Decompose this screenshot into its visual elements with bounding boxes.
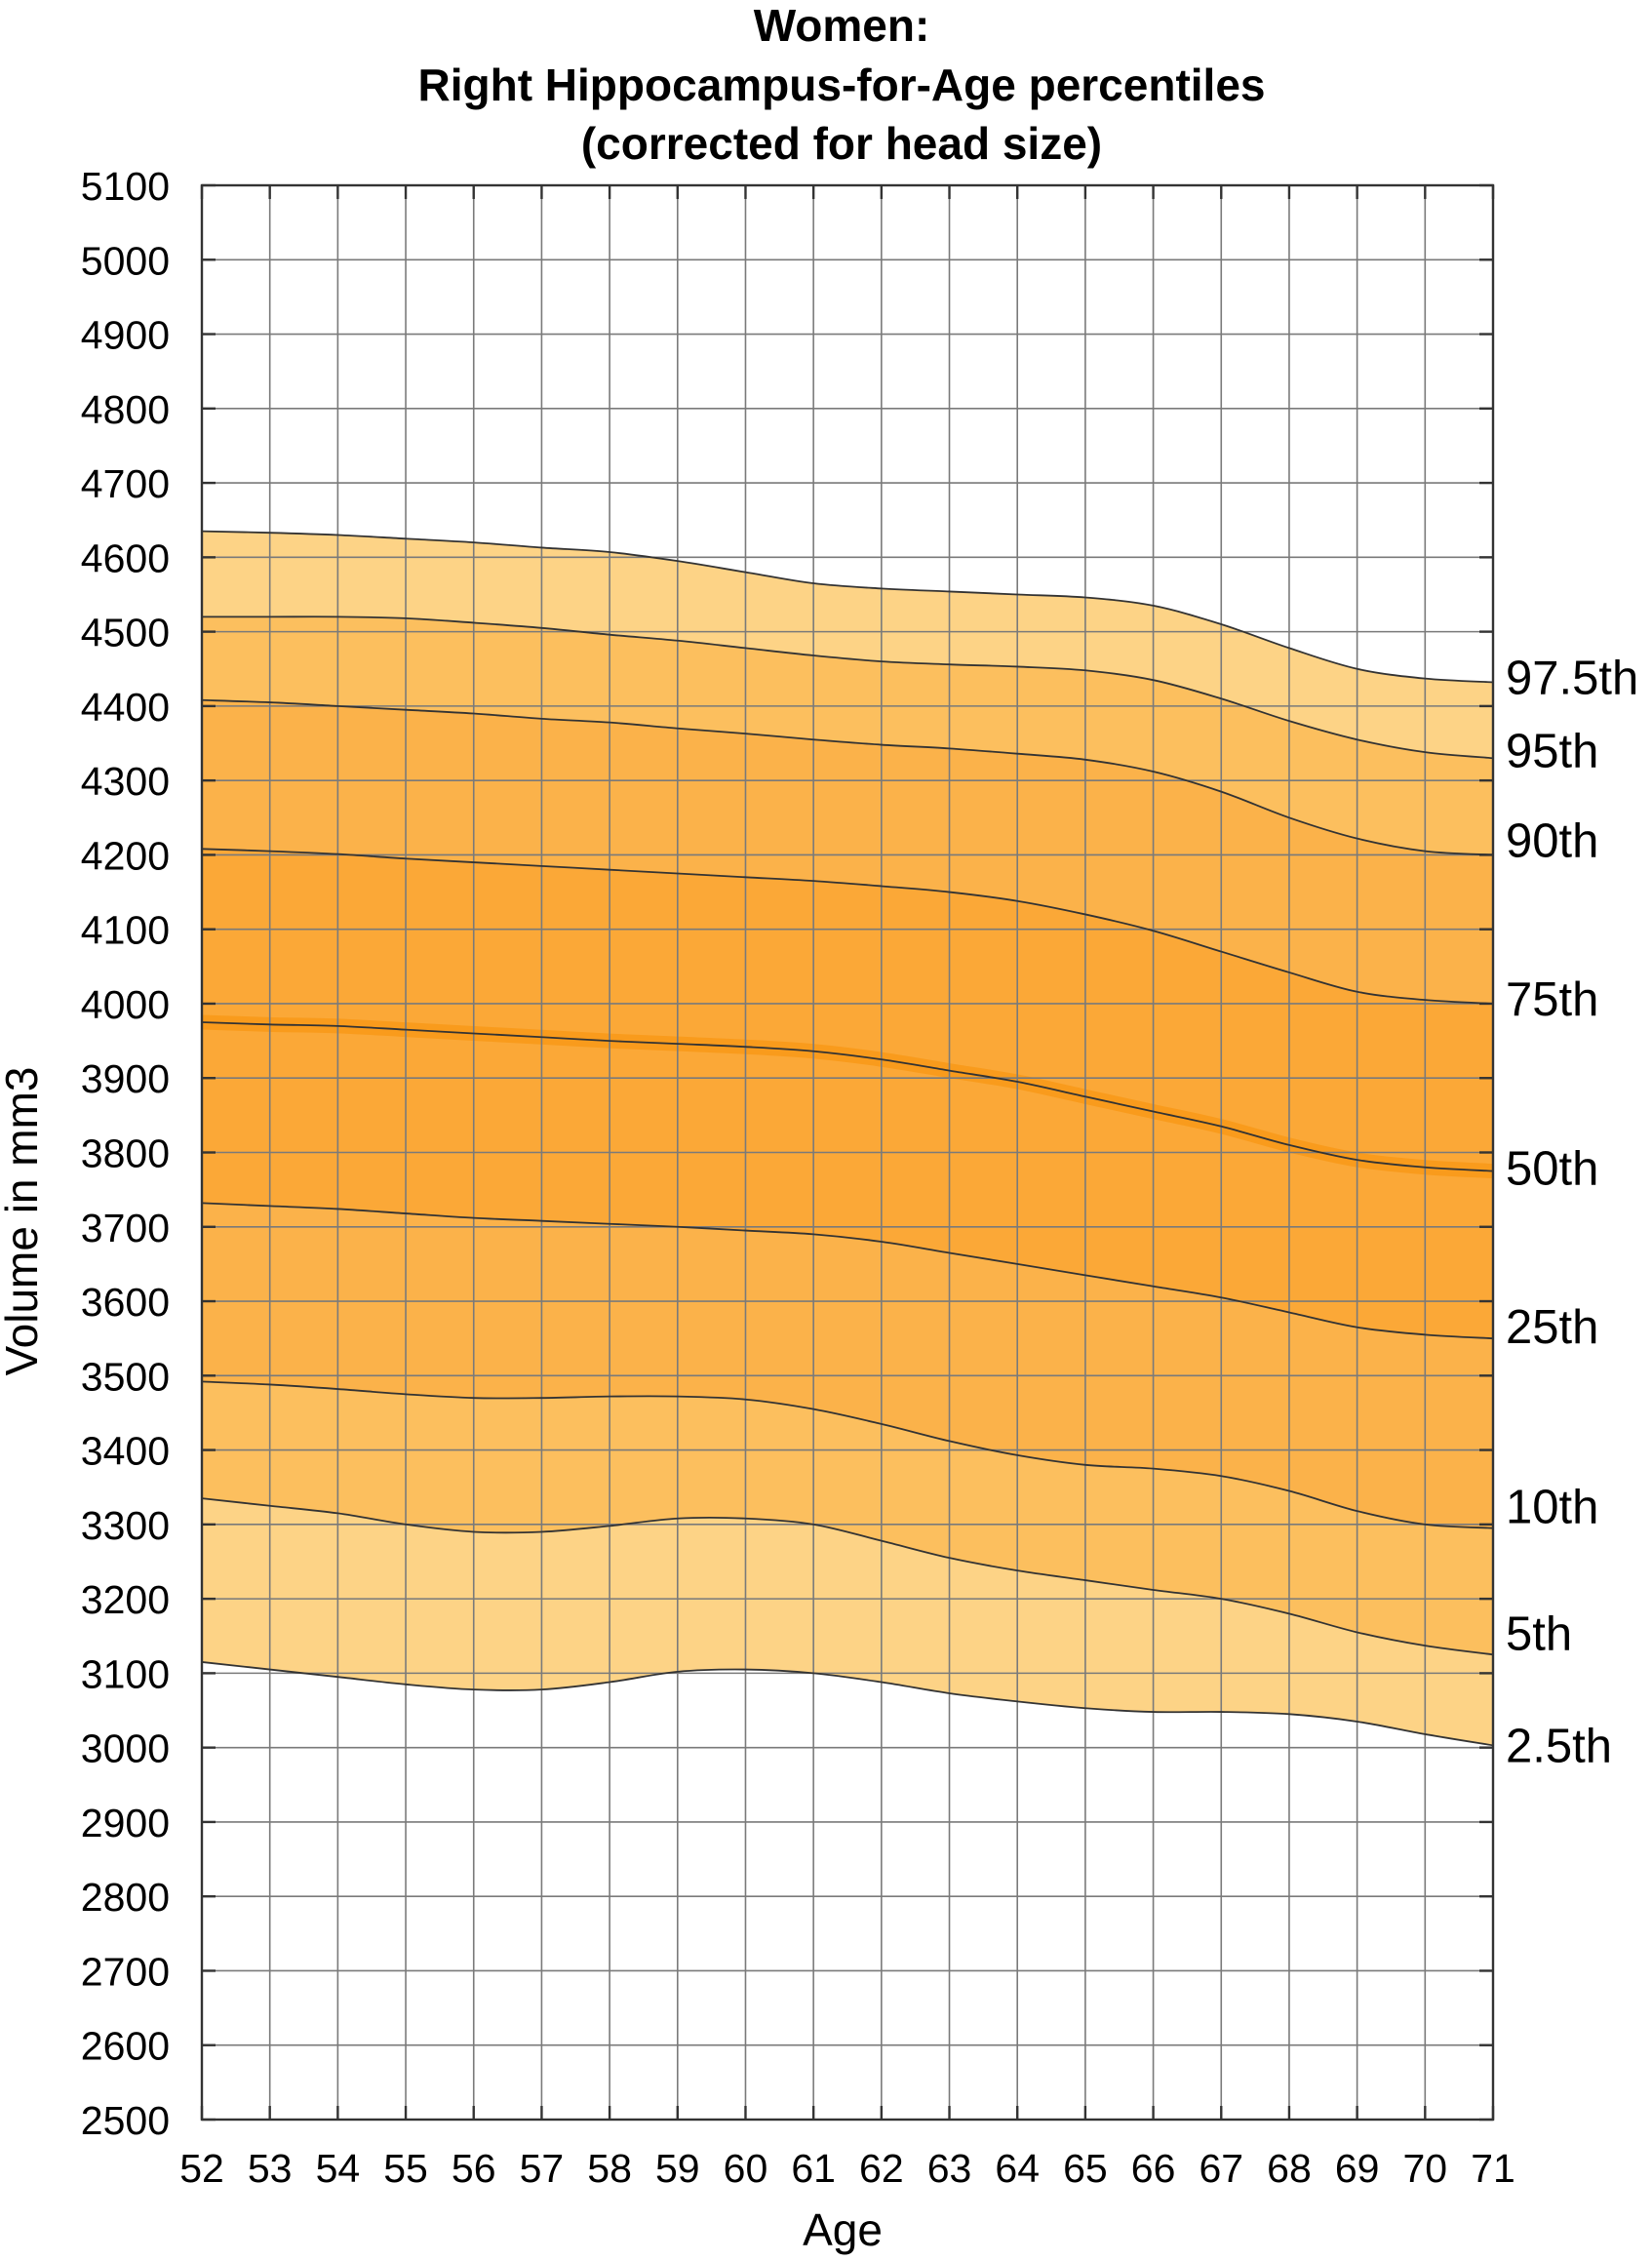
x-tick-label-71: 71 [1471, 2146, 1515, 2191]
y-tick-label-4000: 4000 [81, 982, 170, 1027]
x-tick-label-65: 65 [1063, 2146, 1108, 2191]
chart-title: Women: Right Hippocampus-for-Age percent… [418, 0, 1266, 169]
chart-title-line-1: Women: [754, 0, 930, 51]
y-tick-label-3800: 3800 [81, 1131, 170, 1176]
y-tick-label-2900: 2900 [81, 1801, 170, 1845]
x-tick-label-62: 62 [859, 2146, 904, 2191]
y-tick-label-4900: 4900 [81, 313, 170, 358]
percentile-label-95th: 95th [1506, 725, 1598, 777]
percentile-lines [201, 530, 1494, 1747]
chart-title-line-2: Right Hippocampus-for-Age percentiles [418, 60, 1266, 110]
x-tick-label-52: 52 [179, 2146, 224, 2191]
grid-lines [201, 184, 1494, 2121]
line-5th [201, 1497, 1494, 1656]
y-tick-label-3300: 3300 [81, 1503, 170, 1548]
line-2-5th [201, 1661, 1494, 1747]
y-tick-label-4300: 4300 [81, 759, 170, 804]
percentile-label-97-5th: 97.5th [1506, 652, 1638, 704]
x-tick-label-64: 64 [995, 2146, 1040, 2191]
y-tick-label-3100: 3100 [81, 1651, 170, 1696]
x-tick-label-59: 59 [655, 2146, 700, 2191]
percentile-label-5th: 5th [1506, 1607, 1572, 1660]
chart-title-line-3: (corrected for head size) [581, 118, 1102, 169]
x-tick-label-68: 68 [1267, 2146, 1312, 2191]
line-90th [201, 698, 1494, 856]
x-tick-label-67: 67 [1199, 2146, 1243, 2191]
line-97-5th [201, 530, 1494, 684]
y-tick-label-2500: 2500 [81, 2098, 170, 2143]
line-25th [201, 1202, 1494, 1340]
y-axis-tick-labels: 2500 2600 2700 2800 2900 3000 3100 3200 3300 3400… [81, 164, 170, 2143]
x-tick-label-55: 55 [383, 2146, 428, 2191]
line-50th [201, 1021, 1494, 1172]
y-tick-label-4500: 4500 [81, 611, 170, 655]
y-tick-label-4800: 4800 [81, 387, 170, 432]
percentile-label-25th: 25th [1506, 1301, 1598, 1354]
y-tick-label-3900: 3900 [81, 1056, 170, 1101]
axis-ticks [200, 183, 1495, 2122]
x-tick-label-70: 70 [1403, 2146, 1448, 2191]
x-tick-label-60: 60 [724, 2146, 768, 2191]
band-10th-to-25th [202, 1203, 1493, 1528]
y-tick-label-3700: 3700 [81, 1206, 170, 1250]
y-tick-label-4200: 4200 [81, 833, 170, 878]
y-tick-label-4100: 4100 [81, 908, 170, 953]
percentile-bands [201, 531, 1494, 1746]
y-tick-label-3400: 3400 [81, 1429, 170, 1474]
x-tick-label-61: 61 [791, 2146, 836, 2191]
percentile-label-10th: 10th [1506, 1482, 1598, 1534]
line-95th [201, 615, 1494, 760]
y-tick-label-2800: 2800 [81, 1875, 170, 1920]
band-95th-to-97-5th [202, 531, 1493, 759]
y-tick-label-3000: 3000 [81, 1726, 170, 1771]
x-tick-label-56: 56 [452, 2146, 496, 2191]
x-tick-label-58: 58 [587, 2146, 632, 2191]
x-tick-label-69: 69 [1335, 2146, 1380, 2191]
y-tick-label-2700: 2700 [81, 1949, 170, 1994]
x-tick-label-63: 63 [927, 2146, 972, 2191]
x-axis-title: Age [803, 2204, 883, 2255]
x-tick-label-66: 66 [1131, 2146, 1176, 2191]
percentile-label-75th: 75th [1506, 973, 1598, 1026]
band-25th-to-50th [202, 1022, 1493, 1339]
line-10th [201, 1380, 1494, 1529]
y-tick-label-5000: 5000 [81, 238, 170, 283]
percentile-label-50th: 50th [1506, 1143, 1598, 1196]
percentile-label-90th: 90th [1506, 814, 1598, 867]
y-tick-label-3200: 3200 [81, 1577, 170, 1622]
percentile-label-2-5th: 2.5th [1506, 1720, 1612, 1772]
line-75th [201, 848, 1494, 1005]
band-90th-to-95th [202, 616, 1493, 855]
x-tick-label-57: 57 [520, 2146, 565, 2191]
y-tick-label-4600: 4600 [81, 536, 170, 580]
percentile-labels: 2.5th 5th 10th 25th 50th 75th 90th 95th 97.5th [1506, 652, 1638, 1772]
y-tick-label-3600: 3600 [81, 1280, 170, 1325]
x-tick-label-53: 53 [248, 2146, 293, 2191]
band-2-5th-to-5th [202, 1498, 1493, 1746]
x-axis-tick-labels: 52 53 54 55 56 57 58 59 60 61 62 63 64 65 66 67 68 69 70 71 [179, 2146, 1515, 2191]
y-tick-label-4700: 4700 [81, 461, 170, 506]
y-tick-label-5100: 5100 [81, 164, 170, 209]
y-axis-title: Volume in mm3 [0, 1066, 47, 1375]
y-tick-label-3500: 3500 [81, 1354, 170, 1399]
y-tick-label-4400: 4400 [81, 685, 170, 730]
y-tick-label-2600: 2600 [81, 2024, 170, 2069]
x-tick-label-54: 54 [316, 2146, 361, 2191]
